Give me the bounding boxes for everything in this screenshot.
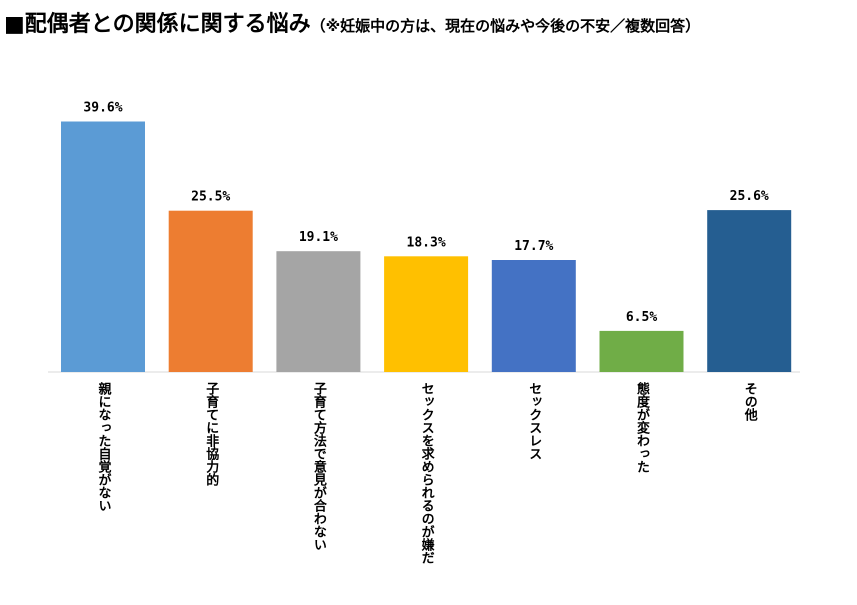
category-label: 親になった自覚がない: [96, 381, 113, 512]
value-label: 18.3%: [407, 235, 446, 250]
category-label: セックスを求められるのが嫌だ: [419, 382, 436, 564]
bar-group: [61, 121, 792, 372]
value-label: 19.1%: [299, 230, 338, 245]
value-label: 6.5%: [626, 310, 657, 325]
category-label-group: 親になった自覚がない 子育てに非協力的 子育て方法で意見が合わない セックスを求められ…: [96, 381, 759, 564]
bar: [61, 121, 145, 372]
bar: [276, 251, 361, 372]
bar: [491, 260, 576, 372]
category-label: セックスレス: [526, 382, 542, 460]
value-label: 25.6%: [730, 189, 769, 204]
chart-title-main: ■配偶者との関係に関する悩み: [4, 12, 311, 37]
category-label: 子育て方法で意見が合わない: [311, 382, 328, 551]
value-label: 25.5%: [191, 190, 230, 205]
bar: [384, 256, 469, 372]
category-label: その他: [742, 382, 759, 422]
category-label: 子育てに非協力的: [203, 382, 219, 487]
value-label: 39.6%: [83, 101, 122, 116]
bar: [707, 210, 792, 372]
bar: [599, 330, 684, 372]
chart-title-subtitle: （※妊娠中の方は、現在の悩みや今後の不安／複数回答）: [310, 17, 701, 35]
value-label: 17.7%: [514, 239, 553, 254]
bar: [168, 210, 253, 372]
value-label-group: 39.6% 25.5% 19.1% 18.3% 17.7% 6.5% 25.6%: [83, 101, 769, 325]
chart-title: ■配偶者との関係に関する悩み（※妊娠中の方は、現在の悩みや今後の不安／複数回答）: [4, 6, 700, 38]
category-label: 態度が変わった: [634, 381, 650, 473]
